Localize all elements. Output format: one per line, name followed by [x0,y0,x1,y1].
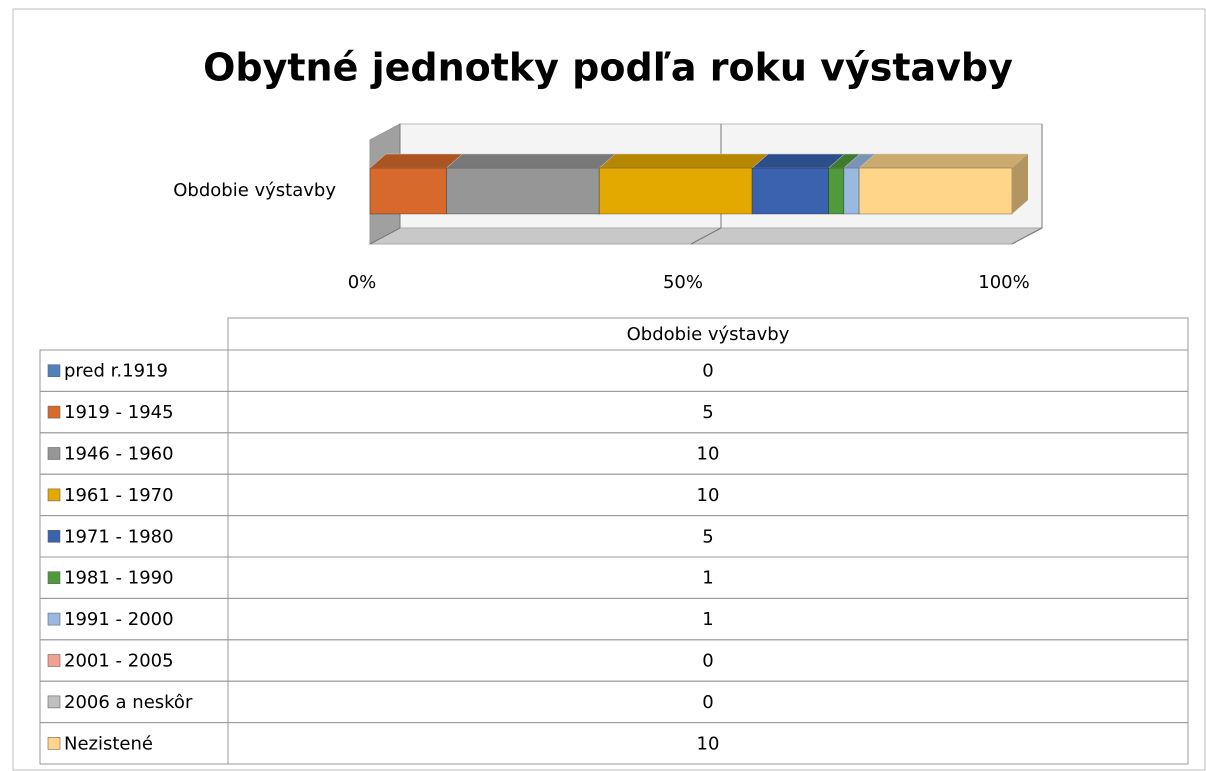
legend-label: 1961 - 1970 [64,485,174,506]
legend-swatch [47,612,61,626]
legend-swatch [47,529,61,543]
legend-swatch [47,405,61,419]
legend-label: 1919 - 1945 [64,402,174,423]
grid-line [1011,227,1043,245]
legend-swatch [47,364,61,378]
legend-label: pred r.1919 [64,361,168,382]
legend-label: 1981 - 1990 [64,568,174,589]
table-value: 0 [702,651,713,672]
legend-swatch [47,736,61,750]
table-header: Obdobie výstavby [627,324,790,345]
bar-top [858,153,1029,169]
legend-swatch [47,488,61,502]
x-tick-label: 100% [978,272,1029,293]
bar-top [445,153,616,169]
legend-swatch [47,695,61,709]
legend-swatch [47,447,61,460]
y-tick-label: Obdobie výstavby [173,180,336,201]
legend-label: 1946 - 1960 [64,444,174,465]
table-value: 10 [697,733,720,754]
legend-label: 1991 - 2000 [64,609,174,630]
bar [369,167,447,215]
grid-line [690,227,722,245]
legend-label: 2006 a neskôr [64,692,193,713]
chart-title: Obytné jednotky podľa roku výstavby [203,46,1013,90]
bar [446,167,600,215]
table-value: 0 [702,692,713,713]
chart-frame [12,8,1206,771]
grid-line [369,227,401,245]
table-value: 0 [702,361,713,382]
bar [598,167,753,215]
table-value: 5 [702,402,713,423]
bar-top [598,153,769,169]
x-tick-label: 0% [348,272,377,293]
x-tick-label: 50% [663,272,703,293]
table-row [39,722,1189,765]
bar [751,167,829,215]
legend-label: 1971 - 1980 [64,526,174,547]
bar [843,167,860,215]
bar [828,167,845,215]
table-value: 1 [702,609,713,630]
legend-label: 2001 - 2005 [64,651,174,672]
table-value: 1 [702,568,713,589]
bar [858,167,1013,215]
legend-swatch [47,571,61,585]
table-value: 5 [702,526,713,547]
table-value: 10 [697,444,720,465]
legend-label: Nezistené [64,733,153,754]
legend-swatch [47,654,61,667]
table-value: 10 [697,485,720,506]
bar-side [1012,154,1028,214]
